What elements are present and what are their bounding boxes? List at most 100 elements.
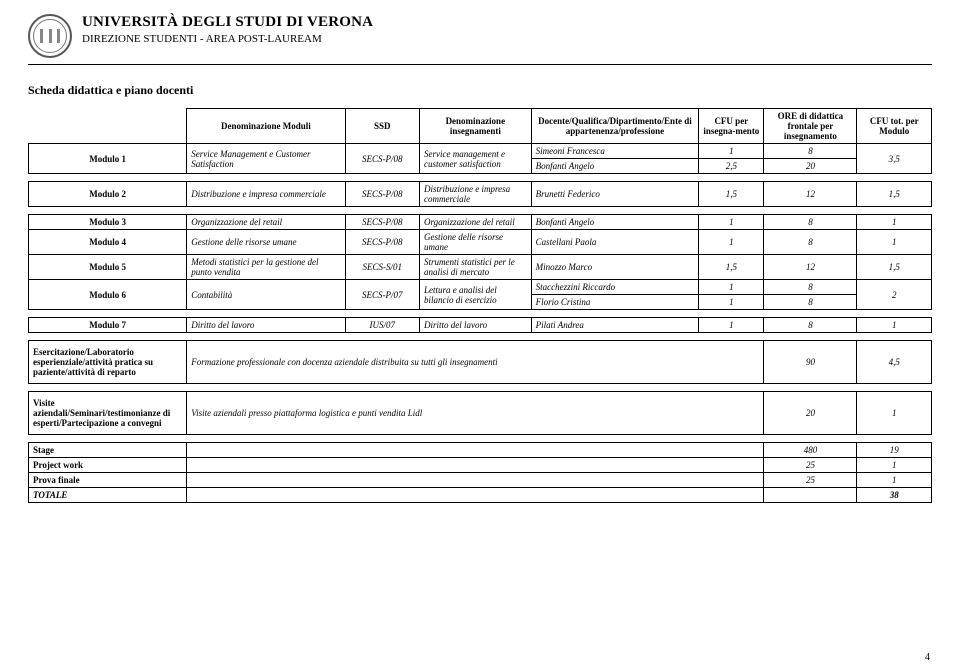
module-doc: Simeoni Francesca [531, 144, 699, 159]
empty-cell [187, 473, 764, 488]
module-den: Metodi statistici per la gestione del pu… [187, 255, 345, 280]
table-row-lab: Esercitazione/Laboratorio esperienziale/… [29, 341, 932, 384]
module-ssd: IUS/07 [345, 318, 419, 333]
module-den: Service Management e Customer Satisfacti… [187, 144, 345, 174]
pw-ore: 25 [764, 458, 857, 473]
module-cfu: 1 [699, 318, 764, 333]
module-doc: Bonfanti Angelo [531, 159, 699, 174]
pf-ore: 25 [764, 473, 857, 488]
module-cfu: 1,5 [699, 182, 764, 207]
lab-ore: 90 [764, 341, 857, 384]
university-seal-icon [28, 14, 72, 58]
course-plan-table: Denominazione Moduli SSD Denominazione i… [28, 108, 932, 503]
pf-tot: 1 [857, 473, 932, 488]
module-ore: 8 [764, 318, 857, 333]
module-cfu: 2,5 [699, 159, 764, 174]
module-ore: 12 [764, 255, 857, 280]
module-den: Distribuzione e impresa commerciale [187, 182, 345, 207]
col-ore: ORE di didattica frontale per insegnamen… [764, 109, 857, 144]
module-ssd: SECS-P/08 [345, 230, 419, 255]
module-ore: 8 [764, 144, 857, 159]
university-name: UNIVERSITÀ DEGLI STUDI DI VERONA [82, 14, 373, 31]
module-ins: Service management e customer satisfacti… [419, 144, 531, 174]
table-row: Modulo 1 Service Management e Customer S… [29, 144, 932, 159]
col-denominazione-moduli: Denominazione Moduli [187, 109, 345, 144]
page-number: 4 [925, 652, 930, 663]
module-ins: Strumenti statistici per le analisi di m… [419, 255, 531, 280]
module-ssd: SECS-S/01 [345, 255, 419, 280]
module-tot: 1,5 [857, 255, 932, 280]
module-ore: 20 [764, 159, 857, 174]
module-ins: Gestione delle risorse umane [419, 230, 531, 255]
module-ore: 8 [764, 295, 857, 310]
module-ore: 8 [764, 215, 857, 230]
module-doc: Castellani Paola [531, 230, 699, 255]
module-ssd: SECS-P/07 [345, 280, 419, 310]
pw-label: Project work [29, 458, 187, 473]
stage-ore: 480 [764, 443, 857, 458]
module-den: Diritto del lavoro [187, 318, 345, 333]
module-den: Gestione delle risorse umane [187, 230, 345, 255]
module-tot: 1 [857, 318, 932, 333]
module-cfu: 1 [699, 280, 764, 295]
module-ssd: SECS-P/08 [345, 182, 419, 207]
module-label: Modulo 6 [29, 280, 187, 310]
stage-tot: 19 [857, 443, 932, 458]
module-doc: Minozzo Marco [531, 255, 699, 280]
table-row: Modulo 6 Contabilità SECS-P/07 Lettura e… [29, 280, 932, 295]
lab-tot: 4,5 [857, 341, 932, 384]
module-label: Modulo 3 [29, 215, 187, 230]
module-doc: Stacchezzini Riccardo [531, 280, 699, 295]
table-row: Modulo 2 Distribuzione e impresa commerc… [29, 182, 932, 207]
module-doc: Brunetti Federico [531, 182, 699, 207]
visite-tot: 1 [857, 392, 932, 435]
pf-label: Prova finale [29, 473, 187, 488]
visite-ore: 20 [764, 392, 857, 435]
totale-tot: 38 [857, 488, 932, 503]
module-ssd: SECS-P/08 [345, 215, 419, 230]
module-label: Modulo 2 [29, 182, 187, 207]
module-den: Organizzazione del retail [187, 215, 345, 230]
module-ore: 8 [764, 280, 857, 295]
module-label: Modulo 1 [29, 144, 187, 174]
module-tot: 1 [857, 230, 932, 255]
pw-tot: 1 [857, 458, 932, 473]
module-tot: 1 [857, 215, 932, 230]
module-tot: 1,5 [857, 182, 932, 207]
table-row-provafinale: Prova finale 25 1 [29, 473, 932, 488]
module-ssd: SECS-P/08 [345, 144, 419, 174]
visite-desc: Visite aziendali presso piattaforma logi… [187, 392, 764, 435]
col-docente: Docente/Qualifica/Dipartimento/Ente di a… [531, 109, 699, 144]
table-row: Modulo 4 Gestione delle risorse umane SE… [29, 230, 932, 255]
stage-label: Stage [29, 443, 187, 458]
direction-name: DIREZIONE STUDENTI - AREA POST-LAUREAM [82, 33, 373, 45]
module-ore: 8 [764, 230, 857, 255]
header-text: UNIVERSITÀ DEGLI STUDI DI VERONA DIREZIO… [82, 14, 373, 45]
module-tot: 3,5 [857, 144, 932, 174]
module-cfu: 1 [699, 295, 764, 310]
visite-label: Visite aziendali/Seminari/testimonianze … [29, 392, 187, 435]
col-denominazione-insegnamenti: Denominazione insegnamenti [419, 109, 531, 144]
module-cfu: 1 [699, 144, 764, 159]
table-row-projectwork: Project work 25 1 [29, 458, 932, 473]
col-cfu-per: CFU per insegna-mento [699, 109, 764, 144]
module-ins: Organizzazione del retail [419, 215, 531, 230]
page-title: Scheda didattica e piano docenti [28, 83, 932, 98]
page-header: UNIVERSITÀ DEGLI STUDI DI VERONA DIREZIO… [28, 14, 932, 65]
module-cfu: 1,5 [699, 255, 764, 280]
module-label: Modulo 5 [29, 255, 187, 280]
module-doc: Florio Cristina [531, 295, 699, 310]
empty-cell [187, 458, 764, 473]
table-row-totale: TOTALE 38 [29, 488, 932, 503]
module-ins: Distribuzione e impresa commerciale [419, 182, 531, 207]
totale-label: TOTALE [29, 488, 187, 503]
module-ins: Diritto del lavoro [419, 318, 531, 333]
module-label: Modulo 7 [29, 318, 187, 333]
module-doc: Pilati Andrea [531, 318, 699, 333]
module-cfu: 1 [699, 215, 764, 230]
table-row: Modulo 5 Metodi statistici per la gestio… [29, 255, 932, 280]
table-row-stage: Stage 480 19 [29, 443, 932, 458]
empty-cell [187, 443, 764, 458]
module-label: Modulo 4 [29, 230, 187, 255]
lab-label: Esercitazione/Laboratorio esperienziale/… [29, 341, 187, 384]
